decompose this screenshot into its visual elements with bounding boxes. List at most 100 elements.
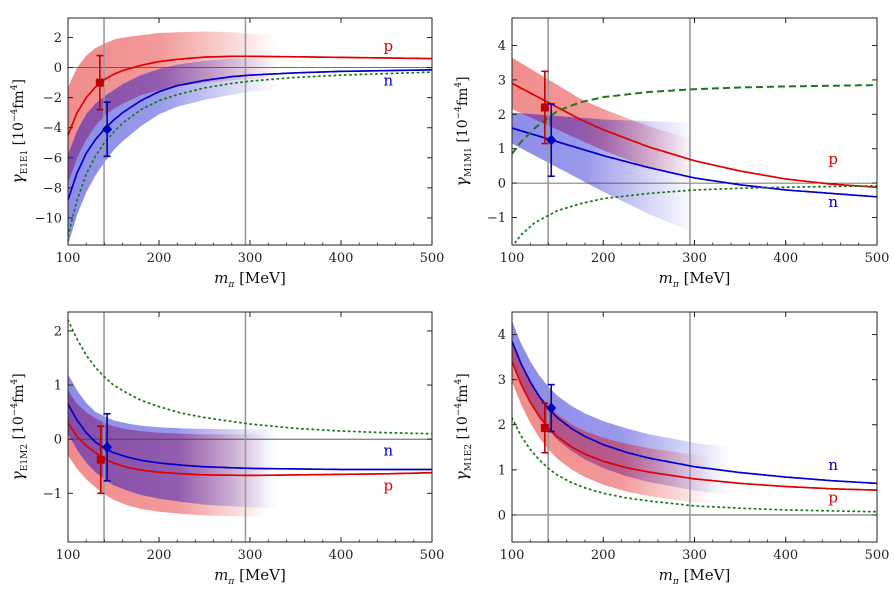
xtick-label: 200: [591, 548, 616, 563]
curve-n: [512, 340, 877, 485]
curve-p: [68, 422, 432, 477]
plot-area: [68, 312, 432, 542]
xtick-label: 500: [420, 548, 445, 563]
point-p: [540, 70, 549, 145]
xtick-label: 500: [865, 251, 890, 266]
curve-p: [512, 82, 877, 189]
point-n: [102, 101, 113, 158]
curve-label-p: p: [384, 37, 394, 55]
ytick-label: −2: [43, 91, 62, 106]
band-n: [512, 112, 877, 245]
ytick-label: 2: [54, 324, 62, 339]
band-n: [68, 374, 432, 510]
xtick-label: 100: [500, 548, 525, 563]
curve-label-p: p: [384, 477, 394, 495]
point-n: [546, 103, 557, 178]
curve-dotted: [68, 319, 432, 435]
ytick-label: 0: [54, 433, 62, 448]
curve-label-n: n: [828, 193, 838, 211]
xtick-label: 100: [56, 251, 81, 266]
curve-n: [512, 127, 877, 198]
curve-dotted: [68, 71, 432, 237]
y-axis-label: γE1M2 [10−4fm4]: [8, 373, 30, 481]
xtick-label: 200: [147, 548, 172, 563]
curve-p: [68, 55, 432, 136]
x-axis-label: mπ [MeV]: [214, 566, 286, 587]
curve-dotted: [512, 417, 877, 513]
xtick-label: 500: [865, 548, 890, 563]
x-axis-label: mπ [MeV]: [659, 566, 731, 587]
ytick-label: 3: [498, 73, 506, 88]
y-axis-label: γM1M1 [10−4fm4]: [452, 76, 474, 186]
ytick-label: 4: [498, 328, 506, 343]
ytick-label: 1: [54, 379, 62, 394]
curve-label-n: n: [383, 441, 393, 459]
ytick-label: −10: [35, 211, 62, 226]
xtick-label: 400: [773, 251, 798, 266]
xtick-label: 200: [591, 251, 616, 266]
curve-label-p: p: [828, 150, 838, 168]
ytick-label: 2: [498, 418, 506, 433]
xtick-label: 200: [147, 251, 172, 266]
y-axis-label: γE1E1 [10−4fm4]: [8, 79, 30, 184]
marker-diamond-n: [102, 441, 113, 453]
curve-n: [68, 69, 432, 201]
x-axis-label: mπ [MeV]: [659, 269, 731, 290]
marker-diamond-n: [102, 123, 113, 135]
ytick-label: 4: [498, 39, 506, 54]
marker-square-p: [96, 455, 105, 464]
plot-area: [68, 18, 432, 245]
panel-M1M1: 100 200 300 400 500 4 3 2 1 0 −1 p n mπ [MeV] γM1M1 [1…: [452, 17, 890, 290]
y-axis-label: γM1E2 [10−4fm4]: [452, 373, 474, 481]
curve-dotted: [512, 184, 877, 245]
curve-label-n: n: [828, 456, 838, 474]
ytick-label: 0: [498, 177, 506, 192]
xtick-label: 500: [420, 251, 445, 266]
xtick-label: 400: [329, 548, 354, 563]
plot-area: [512, 18, 877, 245]
marker-square-p: [540, 103, 549, 112]
curve-n: [68, 403, 432, 471]
ytick-label: 1: [498, 142, 506, 157]
point-p: [96, 425, 105, 495]
xtick-label: 300: [682, 548, 707, 563]
xtick-label: 300: [238, 251, 263, 266]
marker-square-p: [540, 423, 549, 432]
ytick-label: 1: [498, 463, 506, 478]
ytick-label: 2: [498, 108, 506, 123]
xtick-label: 300: [682, 251, 707, 266]
plot-area: [512, 312, 877, 542]
xtick-label: 100: [56, 548, 81, 563]
ytick-label: 2: [54, 31, 62, 46]
ytick-label: −4: [43, 121, 62, 136]
panel-E1M2: 100 200 300 400 500 2 1 0 −1 np mπ [MeV] γE1M2 [10−…: [8, 311, 445, 587]
xtick-label: 400: [329, 251, 354, 266]
point-n: [546, 383, 557, 433]
panel-M1E2: 100 200 300 400 500 4 3 2 1 0 np mπ [MeV] γM1E2 [10−…: [452, 311, 890, 587]
curve-p: [512, 361, 877, 491]
ytick-label: −6: [43, 151, 62, 166]
point-p: [540, 402, 549, 454]
ytick-label: 0: [498, 508, 506, 523]
curve-label-n: n: [383, 72, 393, 90]
xtick-label: 400: [773, 548, 798, 563]
xtick-label: 300: [238, 548, 263, 563]
ytick-label: 3: [498, 373, 506, 388]
ytick-label: −1: [43, 487, 62, 502]
marker-diamond-n: [546, 402, 557, 414]
curve-label-p: p: [828, 488, 838, 506]
xtick-label: 100: [500, 251, 525, 266]
point-p: [95, 54, 104, 111]
marker-diamond-n: [546, 134, 557, 146]
x-axis-label: mπ [MeV]: [214, 269, 286, 290]
band-p: [512, 341, 877, 514]
ytick-label: −8: [43, 181, 62, 196]
ytick-label: −1: [487, 211, 506, 226]
point-n: [102, 412, 113, 482]
curve-dashed: [512, 84, 877, 155]
band-n: [68, 57, 432, 245]
marker-square-p: [95, 78, 104, 87]
panel-E1E1: 100 200 300 400 500 2 0 −2 −4 −6 −8 −10 pn mπ [MeV] γE…: [8, 17, 445, 290]
ytick-label: 0: [54, 61, 62, 76]
